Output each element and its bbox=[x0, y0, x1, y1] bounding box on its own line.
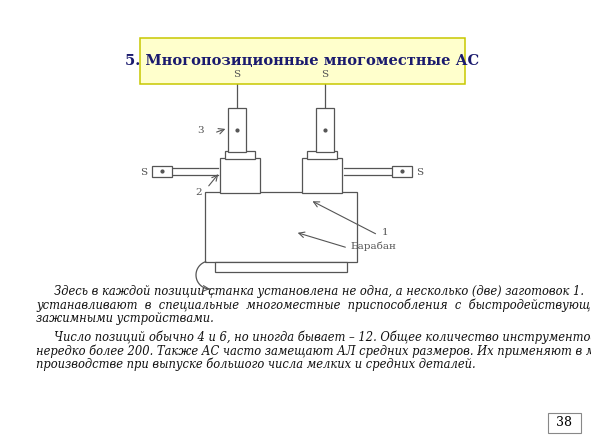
Bar bbox=[228, 108, 246, 152]
Text: нередко более 200. Также АС часто замещают АЛ средних размеров. Их применяют в м: нередко более 200. Также АС часто замеща… bbox=[36, 344, 591, 358]
Text: производстве при выпуске большого числа мелких и средних деталей.: производстве при выпуске большого числа … bbox=[36, 358, 476, 371]
Bar bbox=[140, 38, 465, 84]
Bar bbox=[392, 166, 412, 177]
Text: зажимными устройствами.: зажимными устройствами. bbox=[36, 312, 214, 325]
Text: S: S bbox=[233, 70, 241, 78]
Text: 38: 38 bbox=[556, 416, 572, 430]
Text: 1: 1 bbox=[382, 228, 389, 237]
Bar bbox=[220, 158, 260, 193]
Text: Число позиций обычно 4 и 6, но иногда бывает – 12. Общее количество инструментов: Число позиций обычно 4 и 6, но иногда бы… bbox=[36, 330, 591, 344]
Text: 5. Многопозиционные многоместные АС: 5. Многопозиционные многоместные АС bbox=[125, 54, 479, 68]
Text: 3: 3 bbox=[197, 125, 204, 135]
Text: Здесь в каждой позиции станка установлена не одна, а несколько (две) заготовок 1: Здесь в каждой позиции станка установлен… bbox=[36, 285, 591, 298]
Text: Барабан: Барабан bbox=[350, 241, 396, 251]
Text: устанавливают  в  специальные  многоместные  приспособления  с  быстродействующи: устанавливают в специальные многоместные… bbox=[36, 299, 591, 312]
Text: r: r bbox=[209, 291, 213, 299]
Bar bbox=[548, 413, 581, 433]
Bar bbox=[225, 151, 255, 159]
Bar bbox=[152, 166, 172, 177]
Text: S: S bbox=[322, 70, 329, 78]
Bar bbox=[302, 158, 342, 193]
Bar bbox=[215, 262, 347, 272]
Text: S: S bbox=[141, 167, 148, 176]
Text: 2: 2 bbox=[196, 187, 202, 197]
Bar bbox=[307, 151, 337, 159]
Bar bbox=[205, 192, 357, 262]
Bar bbox=[316, 108, 334, 152]
Text: S: S bbox=[417, 167, 424, 176]
